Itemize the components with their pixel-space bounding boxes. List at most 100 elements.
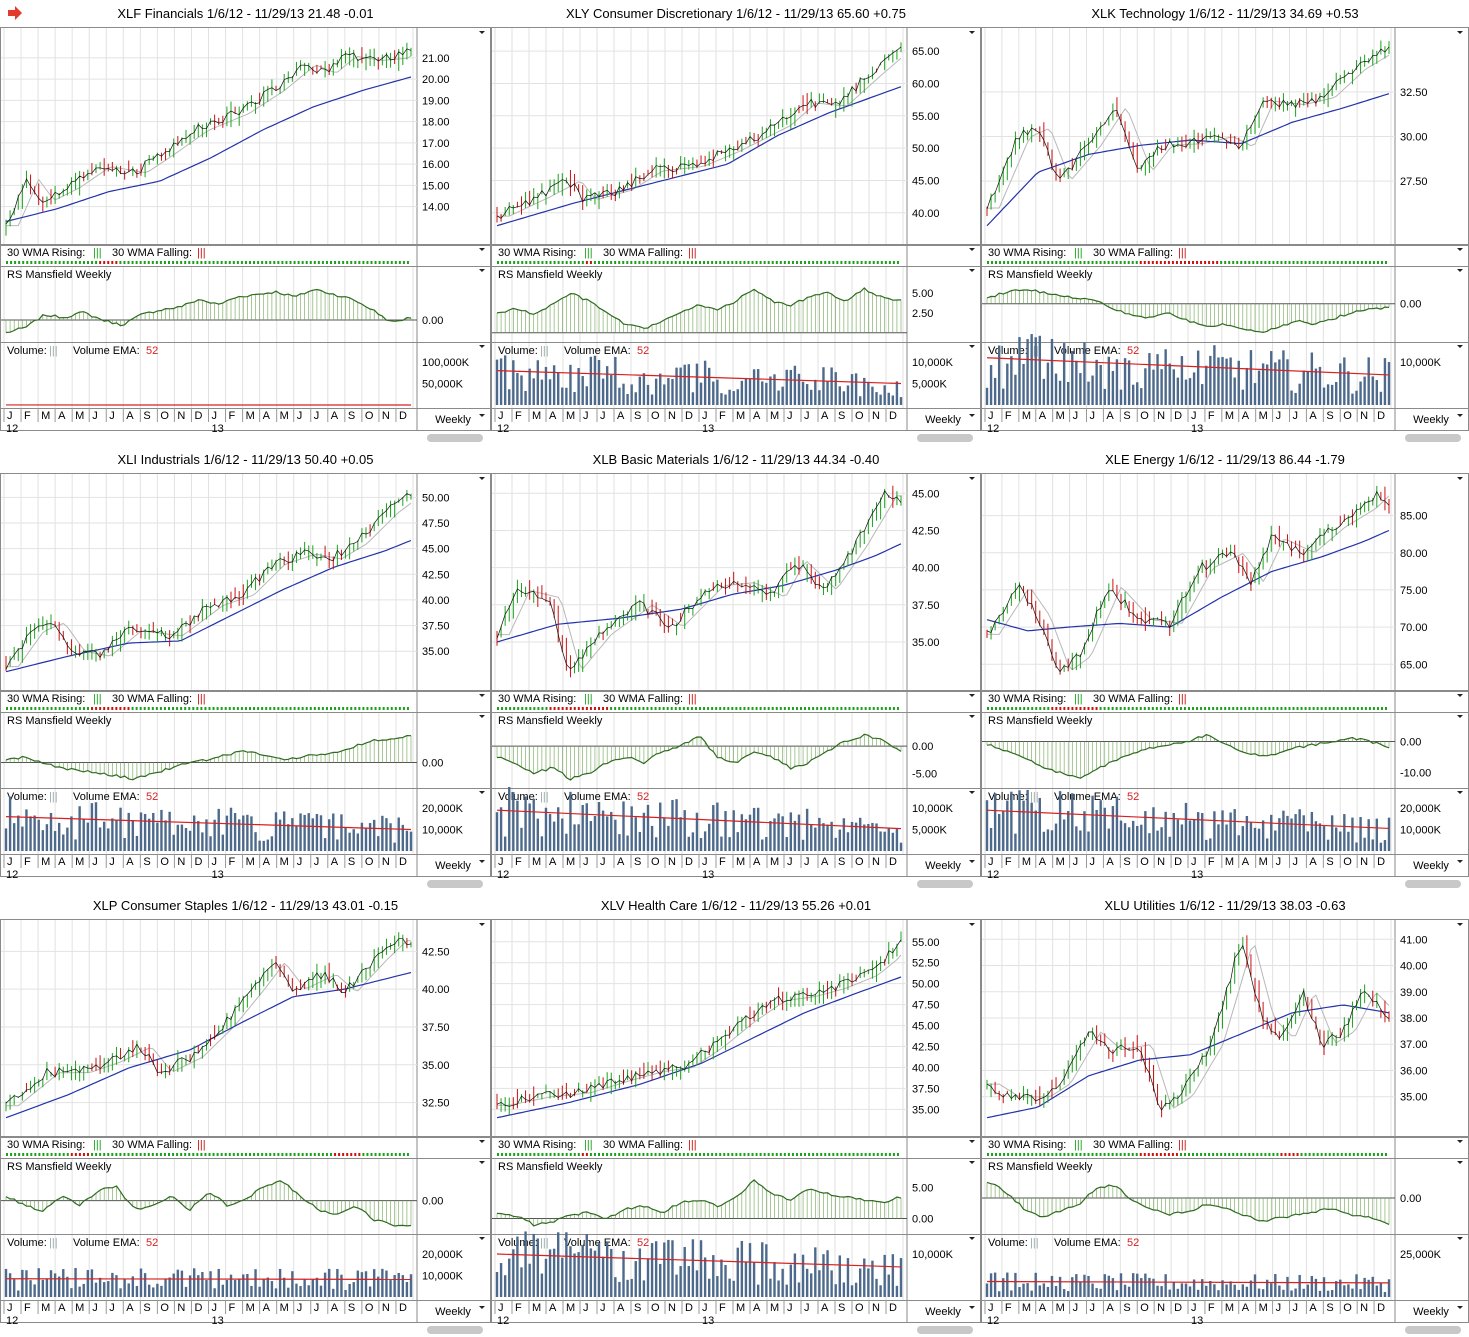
chevron-down-icon[interactable]: [479, 694, 485, 697]
chevron-down-icon[interactable]: [969, 345, 975, 348]
close-line: [5, 938, 412, 1104]
chevron-down-icon[interactable]: [1457, 923, 1463, 926]
scrollbar[interactable]: [427, 880, 483, 888]
arrow-head: [15, 6, 22, 20]
chevron-down-icon[interactable]: [479, 248, 485, 251]
wma-status-dot: [139, 707, 142, 710]
wma-falling-glyph: |||: [197, 693, 206, 705]
chevron-down-icon[interactable]: [969, 1306, 975, 1309]
chevron-down-icon[interactable]: [969, 1237, 975, 1240]
wma-status-dot: [565, 261, 568, 264]
chevron-down-icon[interactable]: [479, 715, 485, 718]
chevron-down-icon[interactable]: [969, 923, 975, 926]
wma-status-dot: [585, 707, 588, 710]
chevron-down-icon[interactable]: [479, 269, 485, 272]
chevron-down-icon[interactable]: [1457, 860, 1463, 863]
scrollbar[interactable]: [427, 434, 483, 442]
wma-status-dot: [577, 1153, 580, 1156]
wma-status-dot: [577, 261, 580, 264]
scrollbar[interactable]: [1405, 1326, 1461, 1334]
volume-bar: [1046, 829, 1050, 851]
scrollbar[interactable]: [917, 1326, 973, 1334]
volume-bar: [671, 378, 674, 405]
scrollbar[interactable]: [427, 1326, 483, 1334]
chevron-down-icon[interactable]: [969, 860, 975, 863]
scrollbar[interactable]: [1405, 880, 1461, 888]
chevron-down-icon[interactable]: [479, 414, 485, 417]
chevron-down-icon[interactable]: [1457, 345, 1463, 348]
chevron-down-icon[interactable]: [969, 477, 975, 480]
chevron-down-icon[interactable]: [479, 31, 485, 34]
rs-line: [986, 733, 1390, 779]
chevron-down-icon[interactable]: [969, 1161, 975, 1164]
chevron-down-icon[interactable]: [1457, 1161, 1463, 1164]
wma-status-dot: [269, 261, 272, 264]
chevron-down-icon[interactable]: [1457, 477, 1463, 480]
period-select[interactable]: Weekly: [1413, 860, 1449, 872]
chevron-down-icon[interactable]: [1457, 31, 1463, 34]
chevron-down-icon[interactable]: [969, 694, 975, 697]
period-select[interactable]: Weekly: [435, 414, 471, 426]
wma-status-dot: [317, 1153, 320, 1156]
year-label: 13: [212, 423, 224, 435]
chevron-down-icon[interactable]: [479, 1237, 485, 1240]
chevron-down-icon[interactable]: [1457, 1306, 1463, 1309]
chevron-down-icon[interactable]: [969, 269, 975, 272]
chevron-down-icon[interactable]: [969, 1140, 975, 1143]
wma-status-dot: [638, 707, 641, 710]
scrollbar[interactable]: [1405, 434, 1461, 442]
chevron-down-icon[interactable]: [969, 248, 975, 251]
chevron-down-icon[interactable]: [479, 791, 485, 794]
wma-status-dot: [382, 707, 385, 710]
wma-status-dot: [184, 707, 187, 710]
volume-bar: [585, 386, 588, 405]
period-select[interactable]: Weekly: [925, 414, 961, 426]
chevron-down-icon[interactable]: [479, 860, 485, 863]
wma-status-dot: [1135, 261, 1138, 264]
wma30-line: [5, 539, 412, 673]
volume-bar: [687, 364, 690, 405]
chevron-down-icon[interactable]: [479, 1161, 485, 1164]
wma-status-dot: [808, 261, 811, 264]
chevron-down-icon[interactable]: [479, 923, 485, 926]
wma-status-dot: [991, 707, 994, 710]
chevron-down-icon[interactable]: [969, 31, 975, 34]
wma-status-dot: [1344, 261, 1347, 264]
period-select[interactable]: Weekly: [1413, 414, 1449, 426]
scrollbar[interactable]: [917, 434, 973, 442]
chevron-down-icon[interactable]: [1457, 269, 1463, 272]
chevron-down-icon[interactable]: [1457, 694, 1463, 697]
chevron-down-icon[interactable]: [479, 477, 485, 480]
wma-status-dot: [1248, 707, 1251, 710]
chevron-down-icon[interactable]: [479, 1140, 485, 1143]
volume-bar: [814, 1247, 817, 1297]
chevron-down-icon[interactable]: [1457, 715, 1463, 718]
period-select[interactable]: Weekly: [435, 1306, 471, 1318]
wma-status-dot: [501, 707, 504, 710]
period-select[interactable]: Weekly: [925, 860, 961, 872]
chevron-down-icon[interactable]: [1457, 248, 1463, 251]
chevron-down-icon[interactable]: [969, 715, 975, 718]
chevron-down-icon[interactable]: [1457, 1140, 1463, 1143]
wma-status-dot: [856, 1153, 859, 1156]
wma-falling-label: 30 WMA Falling:: [603, 693, 683, 705]
date-axis: [491, 408, 981, 431]
wma-status-dot: [868, 707, 871, 710]
scrollbar[interactable]: [917, 880, 973, 888]
chevron-down-icon[interactable]: [969, 791, 975, 794]
chevron-down-icon[interactable]: [1457, 1237, 1463, 1240]
period-select[interactable]: Weekly: [435, 860, 471, 872]
month-label: A: [617, 1302, 625, 1314]
chevron-down-icon[interactable]: [479, 345, 485, 348]
month-label: J: [7, 856, 13, 868]
wma-status-dot: [505, 1153, 508, 1156]
chevron-down-icon[interactable]: [479, 1306, 485, 1309]
volume-bar: [548, 379, 552, 405]
chevron-down-icon[interactable]: [1457, 414, 1463, 417]
chevron-down-icon[interactable]: [1457, 791, 1463, 794]
wma-falling-label: 30 WMA Falling:: [603, 247, 683, 259]
volume-bar: [1030, 802, 1033, 851]
period-select[interactable]: Weekly: [925, 1306, 961, 1318]
chart-canvas: XLB Basic Materials 1/6/12 - 11/29/13 44…: [491, 452, 981, 888]
chevron-down-icon[interactable]: [969, 414, 975, 417]
